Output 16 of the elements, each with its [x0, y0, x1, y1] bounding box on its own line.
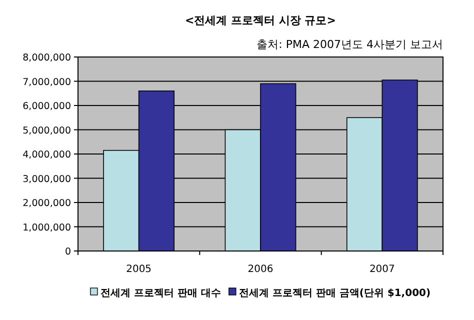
x-tick-label: 2006 [248, 264, 274, 275]
legend-label: 전세계 프로젝터 판매 대수 [100, 288, 221, 299]
y-tick-label: 8,000,000 [22, 52, 71, 64]
y-tick-label: 7,000,000 [22, 76, 71, 88]
y-tick-label: 2,000,000 [22, 198, 71, 209]
y-tick-label: 5,000,000 [22, 125, 71, 136]
y-tick-label: 6,000,000 [22, 101, 71, 112]
chart-title: <전세계 프로젝터 시장 규모> [185, 14, 336, 27]
x-tick-label: 2007 [369, 264, 395, 275]
y-tick-label: 3,000,000 [22, 174, 71, 185]
x-tick-label: 2005 [126, 264, 152, 275]
legend-label: 전세계 프로젝터 판매 금액(단위 $1,000) [238, 288, 431, 299]
y-tick-label: 1,000,000 [22, 222, 71, 234]
source-note: 출처: PMA 2007년도 4사분기 보고서 [256, 38, 443, 51]
y-tick-label: 0 [64, 246, 71, 258]
y-tick-label: 4,000,000 [22, 150, 71, 160]
